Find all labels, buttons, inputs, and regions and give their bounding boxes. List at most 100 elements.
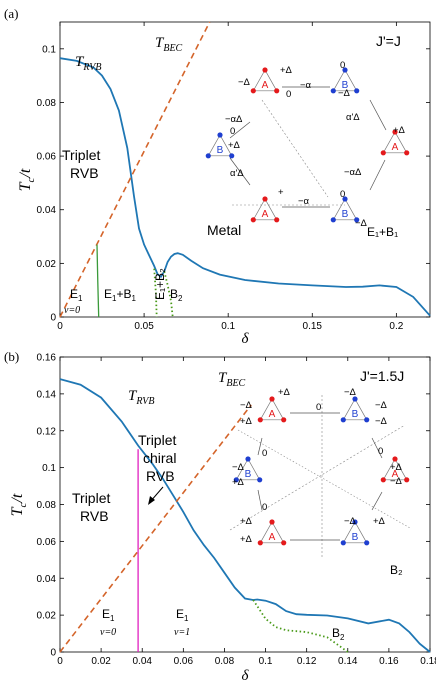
inset-b-site-dot (257, 417, 263, 423)
inset-b-triangle (342, 521, 368, 544)
svg-text:−Δ: −Δ (355, 218, 368, 229)
panel-a-label: (a) (4, 6, 18, 21)
svg-text:0: 0 (316, 402, 321, 413)
panel-a-ylabel: Tc/t (17, 168, 37, 191)
inset-a-triangle (332, 69, 358, 92)
inset-a-triangle (332, 198, 358, 221)
svg-text:−αΔ: −αΔ (344, 167, 362, 178)
svg-text:−α: −α (300, 80, 312, 91)
panel-a-ytick-label: 0.02 (37, 259, 57, 270)
inset-a-site-dot (274, 88, 280, 94)
inset-b-site-dot (269, 396, 275, 402)
panel-b-t-bec-label: TBEC (218, 370, 246, 389)
inset-a-site-dot (250, 88, 256, 94)
inset-a-caption: E₁+B₁ (367, 225, 398, 239)
inset-b-site-label: B (352, 409, 359, 420)
panel-b-triplet-chiral-1: Triplet (138, 432, 176, 448)
inset-b-triangle (259, 521, 285, 544)
panel-b-t-rvb-label: TRVB (128, 388, 155, 407)
svg-text:−α: −α (298, 196, 310, 207)
panel-b-xtick-label: 0.08 (215, 656, 235, 667)
inset-a-site-dot (342, 67, 348, 73)
inset-b-site-dot (281, 540, 287, 546)
svg-text:−Δ: −Δ (344, 387, 357, 398)
panel-b-ticks: 0 0.02 0.04 0.06 0.08 0.1 0.12 0.14 0.16 0.18 0 0.0… (37, 353, 436, 668)
panel-b-arrow (148, 486, 164, 505)
inset-a-site-dot (229, 153, 235, 159)
panel-b-label: (b) (4, 349, 19, 364)
svg-text:+Δ: +Δ (373, 516, 386, 527)
panel-a-series-1 (59, 21, 211, 318)
inset-b-site-dot (269, 519, 275, 525)
panel-b-xtick-label: 0.02 (91, 656, 111, 667)
inset-b-bond-terms: +Δ −Δ +Δ 0 −Δ −Δ −Δ 0 0 −Δ +Δ +Δ −Δ 0 +Δ… (232, 387, 403, 545)
inset-b-caption: B₂ (390, 563, 403, 577)
inset-a-triangles: A B B A A B (205, 67, 410, 223)
inset-a-site-label: B (217, 145, 224, 156)
panel-a-e1-label: E1 (70, 287, 83, 303)
panel-a-xtick-label: 0.15 (303, 321, 323, 332)
inset-b-site-dot (257, 477, 263, 483)
svg-text:α'Δ: α'Δ (346, 112, 360, 123)
panel-a-e1b2-vertical-label: E₁+B₂ (153, 268, 167, 300)
inset-b-site-dot (392, 456, 398, 462)
inset-a-triangle (252, 198, 278, 221)
panel-a: (a) Tc/t δ 0 0.05 0.1 0.15 0.200.020.040.060… (4, 6, 431, 347)
svg-text:−Δ: −Δ (240, 400, 253, 411)
panel-b-ytick-label: 0.02 (37, 611, 57, 622)
panel-b-triplet-chiral-3: RVB (146, 468, 175, 484)
panel-a-t-rvb-label: TRVB (75, 54, 102, 73)
panel-b-xtick-label: 0.16 (379, 656, 399, 667)
inset-a-site-dot (262, 67, 268, 73)
svg-text:0: 0 (378, 446, 383, 457)
panel-b-ytick-label: 0 (50, 648, 56, 659)
svg-text:0: 0 (340, 60, 345, 71)
panel-b-xtick-label: 0.12 (297, 656, 317, 667)
inset-a-triangle (252, 69, 278, 92)
svg-text:0: 0 (286, 89, 291, 100)
inset-a-site-label: A (262, 80, 269, 91)
panel-a-inset-lattice: A B B A A B +Δ −Δ 0 −α −αΔ α'Δ α'Δ −αΔ −α + 0… (205, 60, 410, 239)
inset-b-site-dot (380, 477, 386, 483)
svg-text:α'Δ: α'Δ (230, 168, 244, 179)
panel-b-xtick-label: 0.04 (132, 656, 152, 667)
panel-b: (b) Tc/t δ 0 0.02 0.04 0.06 0.08 0.1 0.12 0.14 0… (4, 349, 436, 684)
inset-a-site-dot (330, 88, 336, 94)
inset-a-triangle (207, 134, 233, 157)
panel-a-xlabel: δ (242, 331, 250, 347)
inset-b-site-dot (233, 477, 239, 483)
inset-b-site-label: B (245, 469, 252, 480)
inset-b-triangle (235, 458, 261, 481)
panel-a-b2-label: B2 (170, 287, 183, 303)
panel-b-nu1-label: ν=1 (174, 627, 190, 638)
panel-a-ytick-label: 0.1 (42, 44, 56, 55)
panel-b-xtick-label: 0.1 (259, 656, 273, 667)
panel-a-xtick-label: 0.2 (389, 321, 403, 332)
panel-b-series (59, 378, 431, 653)
panel-a-series (59, 21, 431, 318)
panel-b-xtick-label: 0.18 (420, 656, 436, 667)
svg-text:+Δ: +Δ (280, 65, 293, 76)
inset-a-site-dot (380, 150, 386, 156)
svg-text:0: 0 (230, 126, 235, 137)
panel-b-triplet-chiral-2: chiral (143, 450, 176, 466)
inset-b-site-dot (364, 417, 370, 423)
svg-text:0: 0 (262, 502, 267, 513)
panel-a-xtick-label: 0.05 (134, 321, 154, 332)
inset-a-site-label: A (392, 142, 399, 153)
inset-b-site-dot (281, 417, 287, 423)
svg-text:−Δ: −Δ (390, 476, 403, 487)
svg-text:+Δ: +Δ (240, 516, 253, 527)
inset-a-site-dot (274, 217, 280, 223)
inset-b-site-dot (257, 540, 263, 546)
inset-b-triangle (259, 398, 285, 421)
inset-b-site-dot (245, 456, 251, 462)
panel-a-metal-label: Metal (207, 222, 241, 238)
svg-text:−Δ: −Δ (232, 462, 245, 473)
svg-text:+Δ: +Δ (240, 416, 253, 427)
panel-b-ytick-label: 0.12 (37, 426, 57, 437)
inset-b-site-label: A (269, 409, 276, 420)
svg-text:−Δ: −Δ (344, 516, 357, 527)
svg-text:+Δ: +Δ (228, 140, 241, 151)
